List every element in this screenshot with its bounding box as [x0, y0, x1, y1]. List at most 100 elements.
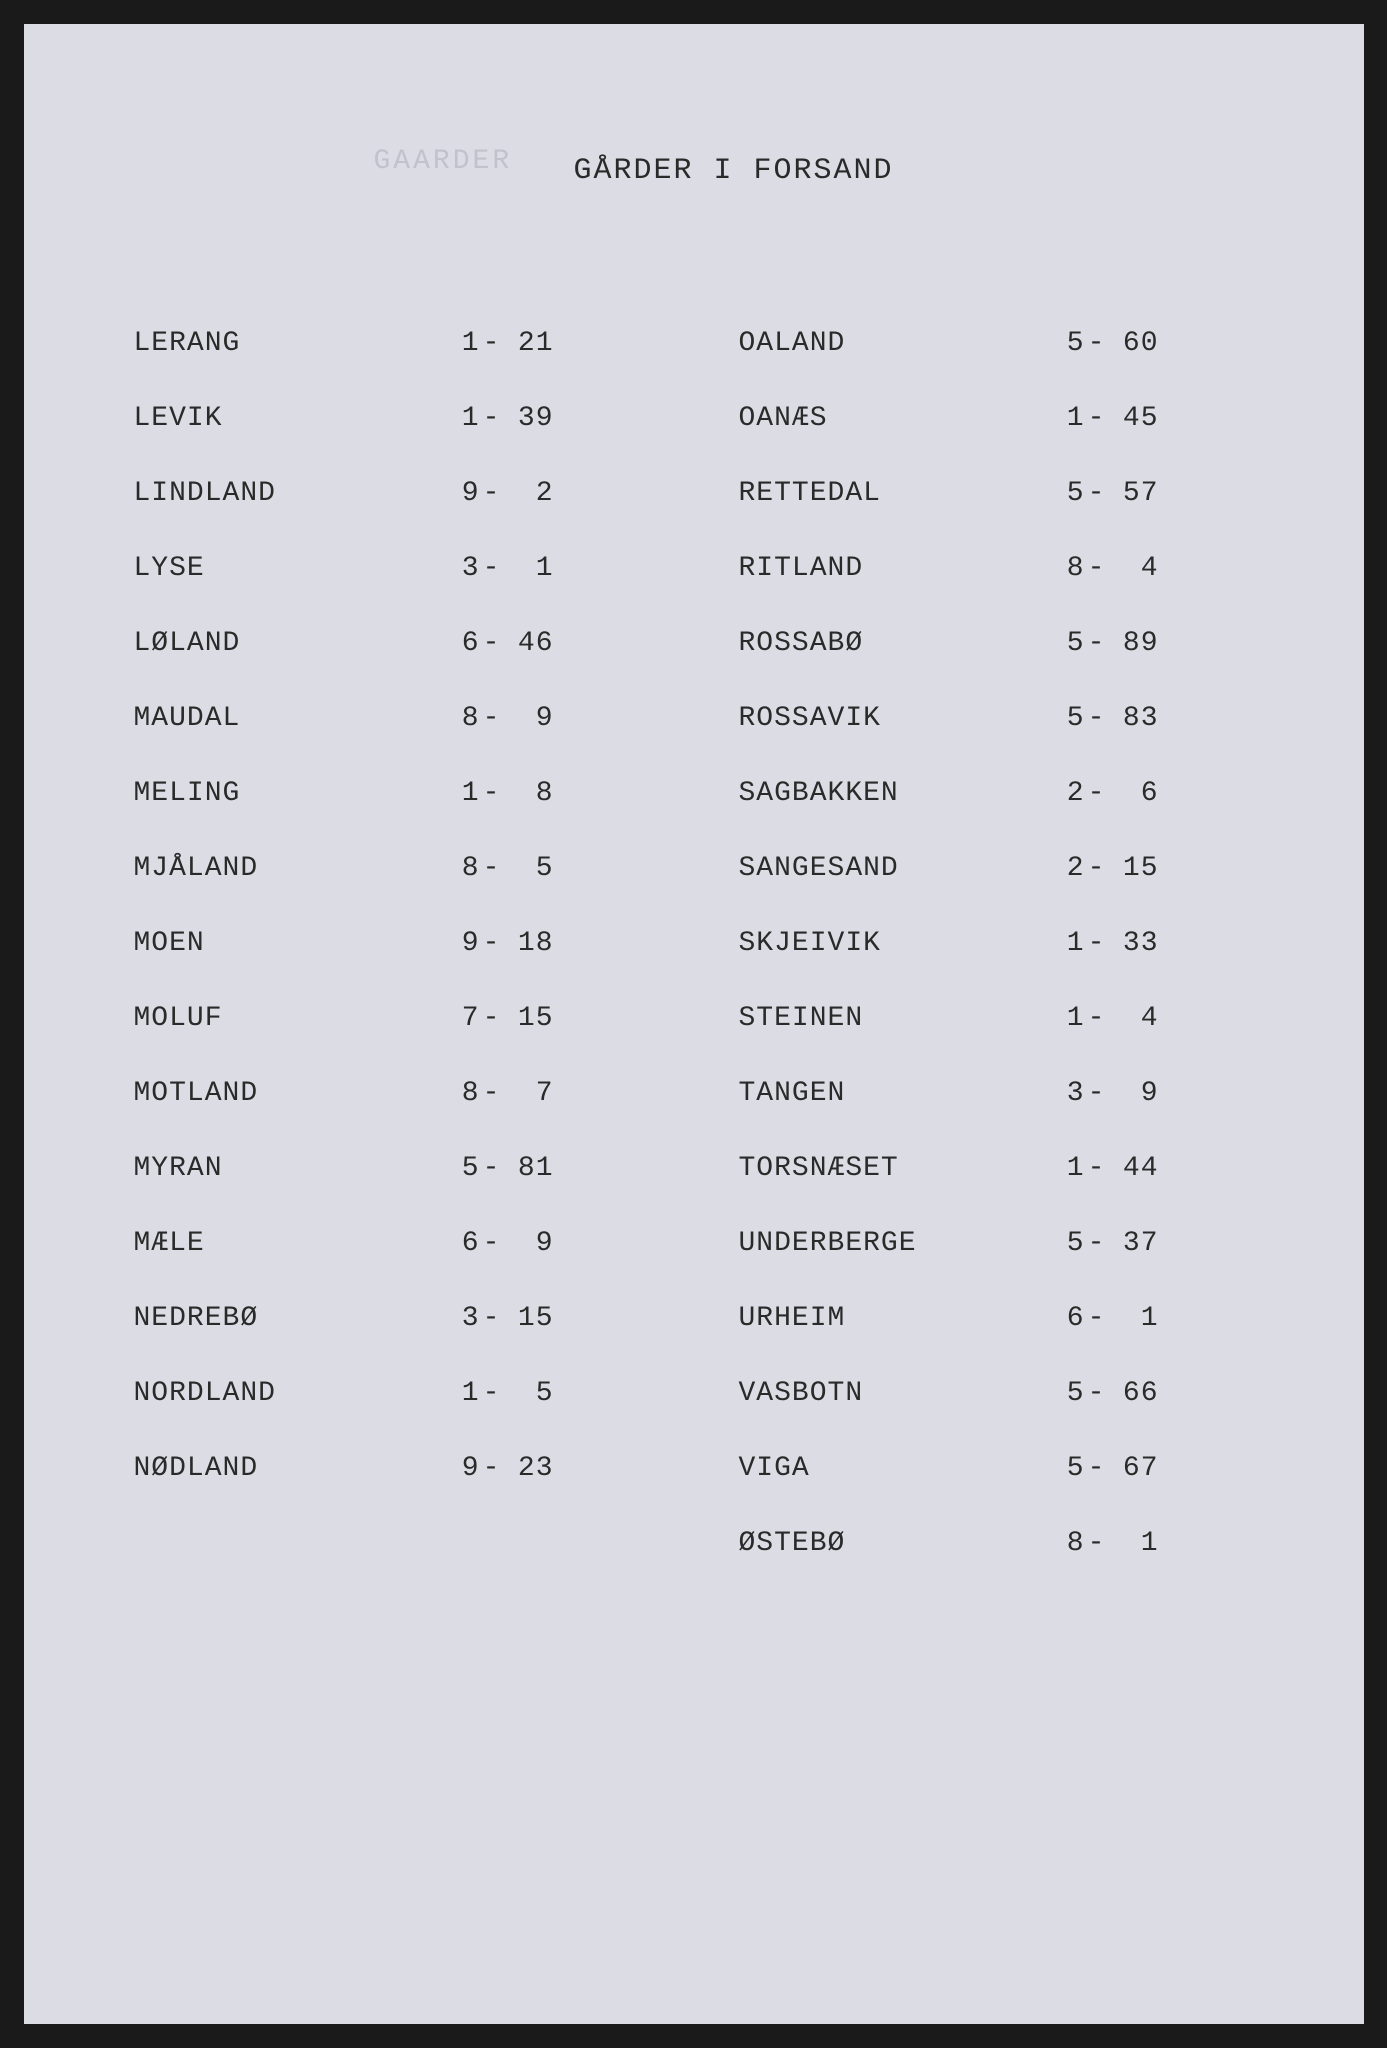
number-1: 5 — [1045, 1453, 1085, 1484]
dash-separator: - — [480, 628, 504, 659]
table-row: ROSSAVIK5-83 — [739, 703, 1254, 734]
number-1: 1 — [1045, 1153, 1085, 1184]
number-2: 9 — [504, 703, 554, 734]
farm-name: ROSSAVIK — [739, 703, 1019, 734]
row-numbers: 6-9 — [414, 1228, 554, 1259]
table-row: MOTLAND8-7 — [134, 1078, 649, 1109]
dash-separator: - — [480, 1078, 504, 1109]
table-row: VIGA5-67 — [739, 1453, 1254, 1484]
dash-separator: - — [1085, 1378, 1109, 1409]
number-2: 83 — [1109, 703, 1159, 734]
number-1: 1 — [440, 1378, 480, 1409]
dash-separator: - — [1085, 1153, 1109, 1184]
number-1: 6 — [440, 1228, 480, 1259]
farm-name: MELING — [134, 778, 414, 809]
number-2: 1 — [1109, 1303, 1159, 1334]
row-numbers: 8-1 — [1019, 1528, 1159, 1559]
farm-name: URHEIM — [739, 1303, 1019, 1334]
number-1: 6 — [440, 628, 480, 659]
table-row: NORDLAND1-5 — [134, 1378, 649, 1409]
farm-name: LØLAND — [134, 628, 414, 659]
number-2: 81 — [504, 1153, 554, 1184]
document-page: GAARDER GÅRDER I FORSAND LERANG1-21LEVIK… — [24, 24, 1364, 2024]
dash-separator: - — [1085, 1453, 1109, 1484]
dash-separator: - — [480, 778, 504, 809]
table-row: NEDREBØ3-15 — [134, 1303, 649, 1334]
table-row: NØDLAND9-23 — [134, 1453, 649, 1484]
farm-name: MOEN — [134, 928, 414, 959]
farm-name: STEINEN — [739, 1003, 1019, 1034]
farm-name: ØSTEBØ — [739, 1528, 1019, 1559]
number-2: 9 — [504, 1228, 554, 1259]
row-numbers: 3-9 — [1019, 1078, 1159, 1109]
dash-separator: - — [480, 928, 504, 959]
number-2: 18 — [504, 928, 554, 959]
number-2: 45 — [1109, 403, 1159, 434]
farm-name: SANGESAND — [739, 853, 1019, 884]
farm-name: TANGEN — [739, 1078, 1019, 1109]
table-row: MYRAN5-81 — [134, 1153, 649, 1184]
number-2: 6 — [1109, 778, 1159, 809]
farm-name: VASBOTN — [739, 1378, 1019, 1409]
number-1: 1 — [440, 778, 480, 809]
table-row: ROSSABØ5-89 — [739, 628, 1254, 659]
row-numbers: 8-7 — [414, 1078, 554, 1109]
farm-name: MOLUF — [134, 1003, 414, 1034]
dash-separator: - — [1085, 328, 1109, 359]
number-1: 5 — [440, 1153, 480, 1184]
row-numbers: 1-21 — [414, 328, 554, 359]
right-column: OALAND5-60OANÆS1-45RETTEDAL5-57RITLAND8-… — [739, 328, 1254, 1603]
number-1: 1 — [1045, 1003, 1085, 1034]
number-2: 39 — [504, 403, 554, 434]
row-numbers: 6-1 — [1019, 1303, 1159, 1334]
table-row: RITLAND8-4 — [739, 553, 1254, 584]
page-title: GÅRDER I FORSAND — [214, 154, 1254, 188]
farm-name: NØDLAND — [134, 1453, 414, 1484]
table-row: SAGBAKKEN2-6 — [739, 778, 1254, 809]
table-row: SKJEIVIK1-33 — [739, 928, 1254, 959]
row-numbers: 8-4 — [1019, 553, 1159, 584]
table-row: LERANG1-21 — [134, 328, 649, 359]
number-1: 5 — [1045, 703, 1085, 734]
farm-name: SAGBAKKEN — [739, 778, 1019, 809]
dash-separator: - — [480, 703, 504, 734]
columns-container: LERANG1-21LEVIK1-39LINDLAND9-2LYSE3-1LØL… — [134, 328, 1254, 1603]
number-2: 57 — [1109, 478, 1159, 509]
farm-name: ROSSABØ — [739, 628, 1019, 659]
dash-separator: - — [1085, 1078, 1109, 1109]
farm-name: MJÅLAND — [134, 853, 414, 884]
row-numbers: 2-15 — [1019, 853, 1159, 884]
table-row: OALAND5-60 — [739, 328, 1254, 359]
dash-separator: - — [1085, 478, 1109, 509]
number-2: 23 — [504, 1453, 554, 1484]
number-1: 8 — [1045, 553, 1085, 584]
table-row: URHEIM6-1 — [739, 1303, 1254, 1334]
number-1: 3 — [1045, 1078, 1085, 1109]
dash-separator: - — [480, 1453, 504, 1484]
number-1: 8 — [440, 853, 480, 884]
dash-separator: - — [480, 1003, 504, 1034]
dash-separator: - — [480, 853, 504, 884]
row-numbers: 7-15 — [414, 1003, 554, 1034]
number-1: 9 — [440, 478, 480, 509]
row-numbers: 1-45 — [1019, 403, 1159, 434]
number-2: 60 — [1109, 328, 1159, 359]
farm-name: TORSNÆSET — [739, 1153, 1019, 1184]
row-numbers: 5-57 — [1019, 478, 1159, 509]
row-numbers: 8-9 — [414, 703, 554, 734]
number-2: 89 — [1109, 628, 1159, 659]
number-2: 46 — [504, 628, 554, 659]
row-numbers: 8-5 — [414, 853, 554, 884]
table-row: VASBOTN5-66 — [739, 1378, 1254, 1409]
number-2: 21 — [504, 328, 554, 359]
number-1: 1 — [440, 403, 480, 434]
table-row: RETTEDAL5-57 — [739, 478, 1254, 509]
farm-name: MÆLE — [134, 1228, 414, 1259]
number-2: 5 — [504, 853, 554, 884]
table-row: SANGESAND2-15 — [739, 853, 1254, 884]
number-2: 7 — [504, 1078, 554, 1109]
farm-name: OANÆS — [739, 403, 1019, 434]
number-1: 5 — [1045, 328, 1085, 359]
farm-name: LERANG — [134, 328, 414, 359]
dash-separator: - — [1085, 1528, 1109, 1559]
